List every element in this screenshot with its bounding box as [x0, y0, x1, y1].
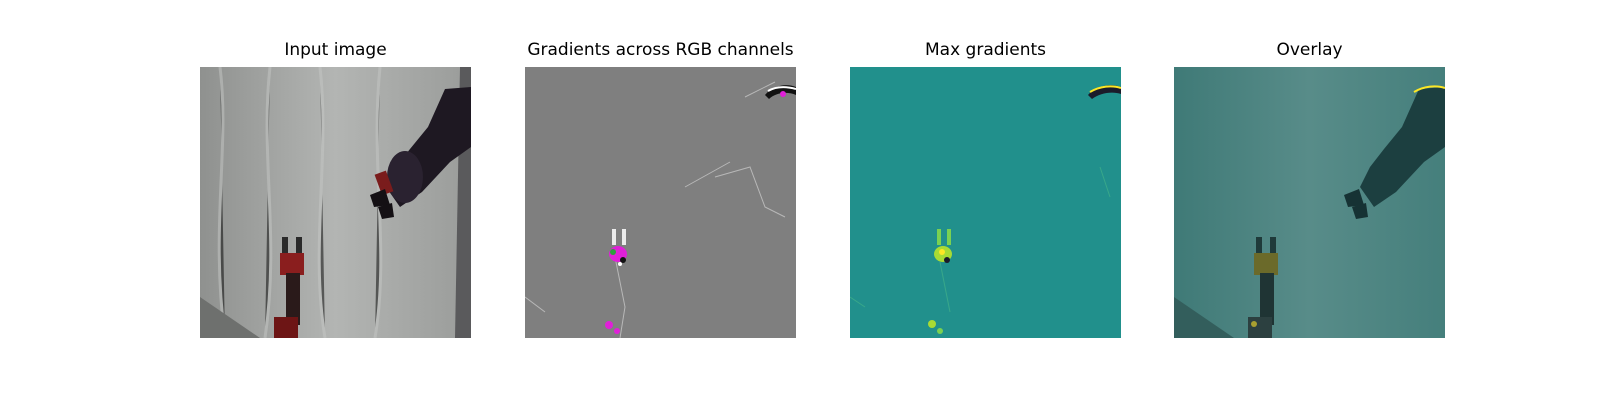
panel-rgb-gradients: Gradients across RGB channels — [525, 40, 796, 338]
rgb-gradient-map — [525, 67, 796, 338]
panel-title: Gradients across RGB channels — [527, 40, 794, 60]
gradient-hotspot-top-right — [765, 85, 796, 99]
input-image — [200, 67, 471, 338]
panel-title: Max gradients — [924, 40, 1047, 60]
panel-overlay: Overlay — [1174, 40, 1445, 338]
max-hotspot-top-right — [1088, 85, 1121, 99]
gradient-background — [850, 67, 1121, 338]
max-gradient-map — [850, 67, 1121, 338]
panel-title: Input image — [284, 40, 387, 60]
panel-input-image: Input image — [200, 40, 471, 338]
overlay-robot-arm — [1344, 85, 1445, 219]
small-gripper — [274, 237, 304, 338]
gradient-background — [525, 67, 796, 338]
gradient-hotspot-gripper — [609, 229, 627, 266]
panel-max-gradients: Max gradients — [850, 40, 1121, 338]
overlay-background — [1174, 67, 1445, 338]
max-hotspot-gripper — [934, 229, 952, 263]
cloth-backdrop — [200, 67, 471, 338]
panel-title: Overlay — [1276, 40, 1343, 60]
overlay-small-gripper — [1248, 237, 1278, 338]
robot-arm — [370, 87, 471, 219]
overlay-image — [1174, 67, 1445, 338]
